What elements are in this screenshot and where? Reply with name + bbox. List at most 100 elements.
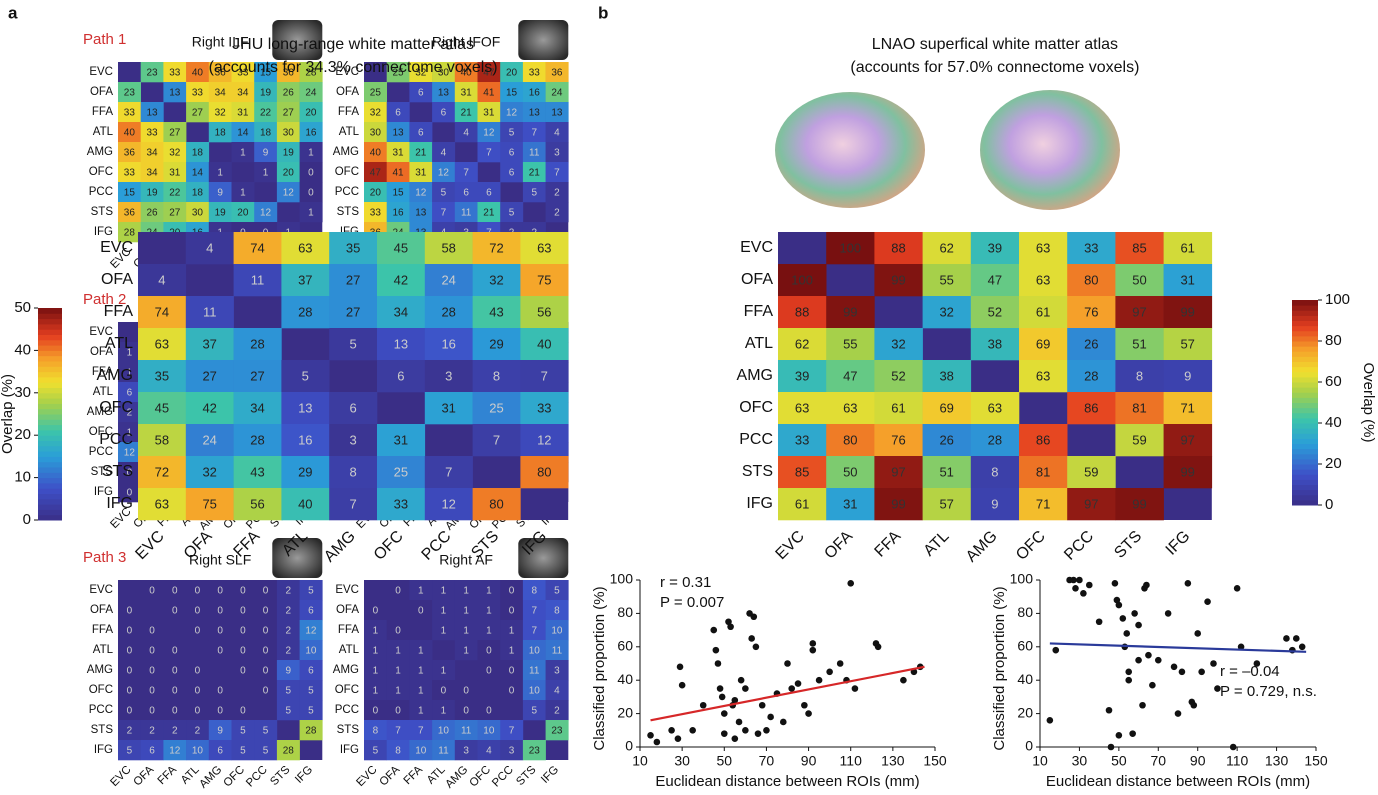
column-label: AMG	[443, 764, 470, 790]
row-label: EVC	[89, 66, 113, 78]
cell-label: 55	[939, 272, 953, 287]
cell-label: 9	[285, 666, 291, 677]
cell-label: 63	[843, 400, 857, 415]
cell-label: 6	[509, 148, 515, 159]
scatter-point	[1210, 660, 1217, 667]
colorbar-tick-label: 40	[14, 341, 31, 358]
cell-label: 61	[1036, 304, 1050, 319]
cell-label: 12	[438, 168, 450, 179]
cell-label: 10	[483, 726, 495, 737]
cell-label: 6	[509, 168, 515, 179]
cell-label: 20	[237, 208, 249, 219]
cell-label: 0	[486, 706, 492, 717]
row-label: IFG	[94, 744, 113, 756]
colorbar-segment	[1292, 428, 1318, 434]
cell-label: 76	[1084, 304, 1098, 319]
cell-label: 33	[795, 432, 809, 447]
fit-line	[1050, 643, 1306, 651]
cell-label: 24	[202, 432, 216, 447]
scatter-point	[1125, 669, 1132, 676]
x-tick-label: 110	[1226, 753, 1249, 769]
scatter-point	[1230, 744, 1237, 751]
cell-label: 18	[192, 188, 204, 199]
annotation: r = 0.31	[660, 574, 711, 591]
cell-label: 3	[554, 666, 560, 677]
annotation: P = 0.007	[660, 594, 724, 611]
scatter-point	[1096, 618, 1103, 625]
cell-label: 15	[506, 88, 518, 99]
colorbar-segment	[1292, 382, 1318, 388]
scatter-point	[719, 694, 726, 701]
cell-label: 75	[537, 272, 551, 287]
scatter-point	[1080, 590, 1087, 597]
cell-label: 0	[509, 686, 515, 697]
cell-label: 74	[250, 240, 264, 255]
cell-label: 58	[441, 240, 455, 255]
y-tick-label: 20	[617, 704, 633, 720]
row-label: OFC	[89, 684, 113, 696]
cell-label: 40	[370, 148, 382, 159]
cell-label: 11	[203, 304, 217, 319]
cell-label: 0	[263, 606, 269, 617]
x-tick-label: 130	[881, 753, 905, 769]
cell-label: 99	[1180, 464, 1194, 479]
cell-label: 47	[988, 272, 1002, 287]
column-label: OFA	[378, 764, 403, 789]
colorbar-segment	[1292, 372, 1318, 378]
cell-label: 5	[302, 368, 309, 383]
scatter-point	[809, 640, 816, 647]
page: a b 233340363315362823133334341926243313…	[0, 0, 1378, 795]
colorbar-segment	[1292, 367, 1318, 373]
column-label: IFG	[539, 764, 561, 786]
cell-label: 0	[127, 706, 133, 717]
cell-label: 10	[305, 646, 317, 657]
column-label: STS	[514, 764, 539, 789]
colorbar-tick-label: 100	[1325, 291, 1350, 308]
cell-label: 51	[1132, 336, 1146, 351]
scatter-point	[805, 710, 812, 717]
cell-label: 13	[146, 108, 158, 119]
cell-label: 0	[463, 706, 469, 717]
cell-label: 27	[250, 368, 264, 383]
cell-label: 7	[418, 726, 424, 737]
scatter-point	[875, 644, 882, 651]
x-tick-label: 50	[1111, 753, 1127, 769]
row-label: OFA	[90, 86, 113, 98]
cell-label: 21	[461, 108, 473, 119]
colorbar-segment	[38, 366, 62, 372]
cell-label: 33	[124, 168, 136, 179]
colorbar-segment	[38, 419, 62, 425]
row-label: AMG	[737, 367, 773, 384]
cell-label: 0	[441, 686, 447, 697]
row-label: ATL	[745, 335, 773, 352]
row-label: OFA	[90, 604, 113, 616]
scatter-point	[721, 710, 728, 717]
cell-label: 88	[891, 240, 905, 255]
cell-label: 59	[1084, 464, 1098, 479]
colorbar-segment	[38, 409, 62, 415]
cell-label: 13	[438, 88, 450, 99]
x-tick-label: 30	[674, 753, 690, 769]
cell-label: 20	[506, 68, 518, 79]
brain-thumbnail	[518, 20, 568, 60]
cell-label: 27	[192, 108, 204, 119]
column-label: OFC	[1013, 528, 1049, 564]
cell-label: 2	[285, 606, 291, 617]
colorbar-segment	[38, 451, 62, 457]
cell-label: 63	[795, 400, 809, 415]
cell-label: 1	[240, 188, 246, 199]
cell-label: 19	[283, 148, 295, 159]
cell-label: 9	[217, 726, 223, 737]
cell-label: 14	[237, 128, 249, 139]
heatmap-subtitle: (accounts for 34.3% connectome voxels)	[209, 59, 498, 76]
x-tick-label: 110	[840, 753, 863, 769]
row-label: FFA	[92, 106, 113, 118]
cell-label: 16	[392, 208, 404, 219]
scatter-point	[1135, 657, 1142, 664]
colorbar-segment	[1292, 444, 1318, 450]
column-label: OFC	[371, 528, 407, 564]
cell-label: 33	[169, 68, 181, 79]
colorbar-segment	[38, 472, 62, 478]
cell-label: 0	[195, 686, 201, 697]
cell-label: 34	[237, 88, 249, 99]
